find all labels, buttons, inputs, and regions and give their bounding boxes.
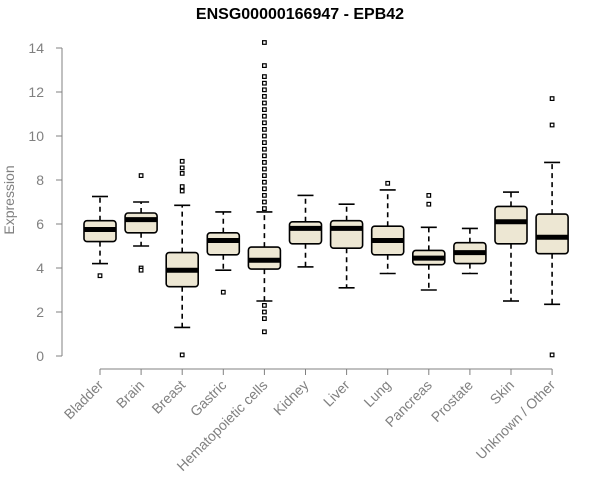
y-tick-label: 14 (28, 40, 44, 56)
outlier-point (262, 40, 267, 45)
outlier-point (179, 165, 185, 171)
box-group (83, 195, 117, 279)
outlier-point (179, 188, 185, 194)
outlier-point (262, 87, 267, 93)
outlier-point (138, 267, 144, 273)
outlier-point (262, 303, 267, 308)
y-tick-label: 8 (36, 172, 44, 188)
box-group (165, 158, 199, 358)
outlier-point (179, 184, 185, 190)
box-group (370, 180, 405, 275)
y-tick-label: 12 (28, 84, 44, 100)
box-group (288, 194, 323, 268)
iqr-box (124, 212, 158, 234)
x-tick-label: Prostate (428, 377, 476, 425)
outlier-point (262, 80, 267, 86)
outlier-point (262, 166, 267, 172)
outlier-point (262, 309, 267, 315)
x-tick-label: Breast (148, 377, 188, 417)
outlier-point (97, 273, 103, 279)
outlier-point (220, 289, 226, 295)
outlier-point (262, 206, 267, 212)
outlier-point (262, 193, 267, 198)
y-axis-label: Expression (1, 165, 17, 234)
axes-layer (56, 47, 553, 375)
outlier-point (262, 113, 267, 119)
outlier-point (426, 193, 432, 198)
box-group (206, 211, 241, 295)
outlier-point (262, 140, 267, 146)
outlier-point (426, 201, 432, 207)
outlier-point (262, 146, 267, 152)
outlier-point (262, 133, 267, 139)
y-tick-label: 2 (36, 304, 44, 320)
outlier-point (262, 74, 267, 80)
outlier-point (262, 316, 267, 321)
outlier-point (262, 93, 267, 99)
x-tick-label: Liver (320, 377, 353, 410)
outlier-point (262, 126, 267, 132)
outlier-point (549, 96, 555, 102)
outlier-point (262, 186, 267, 192)
y-tick-label: 4 (36, 260, 44, 276)
outlier-point (179, 352, 185, 358)
chart-title: ENSG00000166947 - EPB42 (195, 6, 405, 23)
outlier-point (262, 63, 267, 68)
y-tick-labels-layer: 0 2 4 6 8 10 12 14 (28, 40, 44, 364)
x-tick-label: Brain (113, 377, 147, 411)
iqr-box (329, 219, 364, 249)
outlier-point (179, 171, 185, 176)
iqr-box (535, 213, 569, 255)
box-group (247, 40, 282, 335)
outlier-point (262, 120, 267, 126)
x-tick-label: Lung (360, 377, 393, 410)
outlier-point (262, 160, 267, 165)
x-tick-label: Bladder (61, 377, 107, 423)
outlier-point (262, 329, 267, 335)
outlier-point (262, 173, 267, 179)
boxes-layer (83, 40, 569, 358)
outlier-point (262, 107, 267, 113)
x-tick-label: Kidney (270, 377, 312, 419)
y-tick-label: 6 (36, 216, 44, 232)
iqr-box (288, 221, 323, 245)
box-group (494, 191, 528, 302)
outlier-point (138, 173, 144, 179)
outlier-point (385, 180, 391, 186)
box-group (535, 96, 569, 358)
iqr-box (494, 205, 528, 245)
iqr-box (206, 232, 241, 256)
box-group (329, 203, 364, 289)
y-tick-label: 10 (28, 128, 44, 144)
outlier-point (262, 100, 267, 106)
outlier-point (262, 153, 267, 159)
box-group (411, 193, 446, 291)
outlier-point (549, 352, 555, 358)
x-tick-label: Skin (487, 377, 518, 408)
y-tick-label: 0 (36, 348, 44, 364)
outlier-point (262, 199, 267, 205)
box-group (453, 227, 487, 275)
outlier-point (549, 122, 555, 128)
outlier-point (262, 179, 267, 185)
outlier-point (179, 158, 185, 164)
box-group (124, 173, 158, 273)
